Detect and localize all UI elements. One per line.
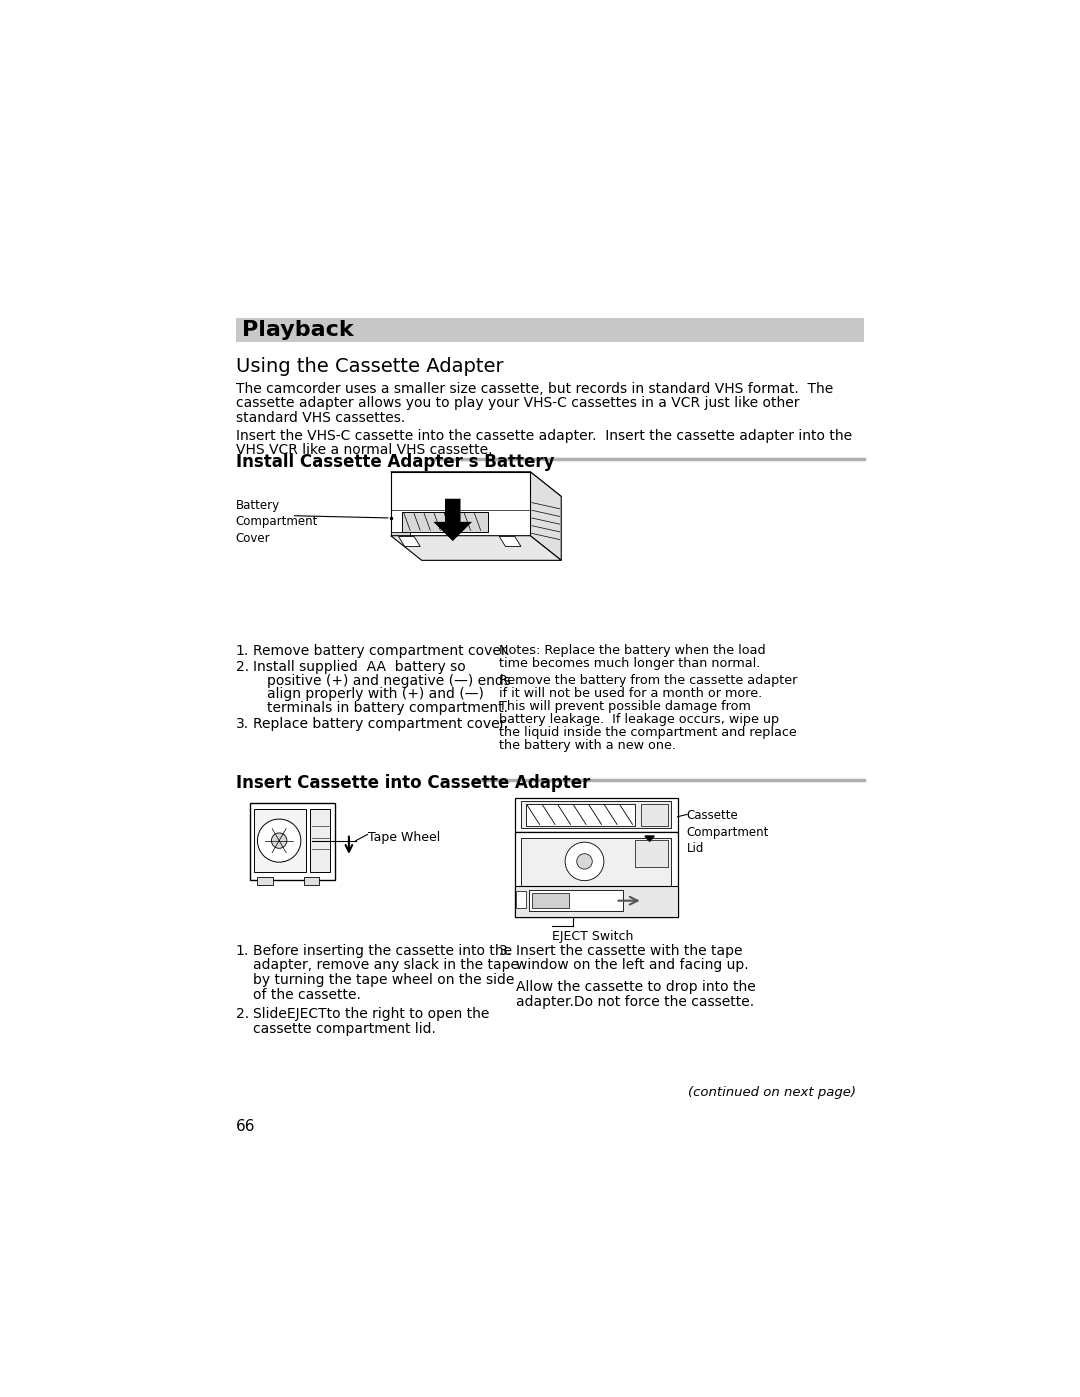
Polygon shape bbox=[391, 472, 530, 535]
Text: by turning the tape wheel on the side: by turning the tape wheel on the side bbox=[253, 974, 514, 988]
Polygon shape bbox=[255, 809, 306, 872]
Text: Insert the VHS-C cassette into the cassette adapter.  Insert the cassette adapte: Insert the VHS-C cassette into the casse… bbox=[235, 429, 852, 443]
Polygon shape bbox=[399, 536, 420, 546]
Text: (continued on next page): (continued on next page) bbox=[688, 1087, 855, 1099]
Circle shape bbox=[271, 833, 287, 848]
Text: VHS VCR like a normal VHS cassette.: VHS VCR like a normal VHS cassette. bbox=[235, 443, 492, 457]
Text: align properly with (+) and (—): align properly with (+) and (—) bbox=[267, 687, 484, 701]
Text: Battery
Compartment
Cover: Battery Compartment Cover bbox=[235, 499, 319, 545]
Text: of the cassette.: of the cassette. bbox=[253, 988, 361, 1002]
Text: Before inserting the cassette into the: Before inserting the cassette into the bbox=[253, 944, 512, 958]
Polygon shape bbox=[391, 535, 562, 560]
Text: positive (+) and negative (—) ends: positive (+) and negative (—) ends bbox=[267, 673, 511, 687]
Polygon shape bbox=[516, 891, 526, 908]
Circle shape bbox=[257, 819, 301, 862]
Circle shape bbox=[577, 854, 592, 869]
Polygon shape bbox=[257, 877, 273, 886]
Text: Insert Cassette into Cassette Adapter: Insert Cassette into Cassette Adapter bbox=[235, 774, 590, 792]
Polygon shape bbox=[530, 472, 562, 560]
Polygon shape bbox=[477, 474, 482, 479]
Text: 2.: 2. bbox=[235, 1007, 248, 1021]
Text: Remove battery compartment cover.: Remove battery compartment cover. bbox=[253, 644, 510, 658]
Text: 1.: 1. bbox=[235, 644, 249, 658]
Text: battery leakage.  If leakage occurs, wipe up: battery leakage. If leakage occurs, wipe… bbox=[499, 712, 780, 726]
Text: 1.: 1. bbox=[235, 944, 249, 958]
Text: adapter.Do not force the cassette.: adapter.Do not force the cassette. bbox=[516, 995, 755, 1009]
Text: Playback: Playback bbox=[242, 320, 353, 339]
Text: The camcorder uses a smaller size cassette, but records in standard VHS format. : The camcorder uses a smaller size casset… bbox=[235, 381, 833, 395]
Text: the battery with a new one.: the battery with a new one. bbox=[499, 739, 676, 752]
Text: terminals in battery compartment.: terminals in battery compartment. bbox=[267, 701, 508, 715]
Polygon shape bbox=[249, 803, 335, 880]
Text: the liquid inside the compartment and replace: the liquid inside the compartment and re… bbox=[499, 726, 797, 739]
Text: Tape Wheel: Tape Wheel bbox=[367, 831, 440, 844]
Text: Using the Cassette Adapter: Using the Cassette Adapter bbox=[235, 358, 503, 376]
Text: Insert the cassette with the tape: Insert the cassette with the tape bbox=[516, 944, 743, 958]
Text: EJECT Switch: EJECT Switch bbox=[552, 930, 633, 943]
Polygon shape bbox=[499, 536, 521, 546]
Polygon shape bbox=[529, 890, 623, 911]
Text: Notes: Replace the battery when the load: Notes: Replace the battery when the load bbox=[499, 644, 766, 657]
Text: Allow the cassette to drop into the: Allow the cassette to drop into the bbox=[516, 979, 756, 995]
Polygon shape bbox=[521, 838, 672, 886]
Polygon shape bbox=[391, 532, 410, 535]
Polygon shape bbox=[645, 835, 654, 841]
Polygon shape bbox=[414, 478, 529, 492]
Text: This will prevent possible damage from: This will prevent possible damage from bbox=[499, 700, 751, 712]
Polygon shape bbox=[515, 798, 677, 833]
Text: Replace battery compartment cover.: Replace battery compartment cover. bbox=[253, 718, 509, 732]
Polygon shape bbox=[406, 475, 542, 493]
Text: if it will not be used for a month or more.: if it will not be used for a month or mo… bbox=[499, 686, 762, 700]
Polygon shape bbox=[310, 809, 330, 872]
Text: window on the left and facing up.: window on the left and facing up. bbox=[516, 958, 748, 972]
Polygon shape bbox=[403, 511, 488, 532]
Polygon shape bbox=[303, 877, 320, 886]
Text: cassette adapter allows you to play your VHS-C cassettes in a VCR just like othe: cassette adapter allows you to play your… bbox=[235, 397, 799, 411]
Text: Install supplied  AA  battery so: Install supplied AA battery so bbox=[253, 659, 465, 673]
Text: SlideEJECTto the right to open the: SlideEJECTto the right to open the bbox=[253, 1007, 489, 1021]
Circle shape bbox=[565, 842, 604, 880]
Text: 66: 66 bbox=[235, 1119, 255, 1133]
Text: 3.: 3. bbox=[235, 718, 248, 732]
Polygon shape bbox=[391, 472, 562, 496]
Text: Install Cassette Adapter s Battery: Install Cassette Adapter s Battery bbox=[235, 453, 554, 471]
Text: standard VHS cassettes.: standard VHS cassettes. bbox=[235, 411, 405, 425]
Polygon shape bbox=[433, 499, 472, 541]
Text: time becomes much longer than normal.: time becomes much longer than normal. bbox=[499, 657, 760, 669]
Polygon shape bbox=[521, 802, 672, 828]
Polygon shape bbox=[526, 803, 635, 826]
Text: Remove the battery from the cassette adapter: Remove the battery from the cassette ada… bbox=[499, 673, 798, 686]
Text: Cassette
Compartment
Lid: Cassette Compartment Lid bbox=[687, 809, 769, 855]
Polygon shape bbox=[635, 840, 669, 866]
Text: 2.: 2. bbox=[235, 659, 248, 673]
Polygon shape bbox=[531, 893, 569, 908]
Text: adapter, remove any slack in the tape: adapter, remove any slack in the tape bbox=[253, 958, 518, 972]
Bar bbox=[235, 317, 864, 342]
Text: cassette compartment lid.: cassette compartment lid. bbox=[253, 1021, 435, 1035]
Polygon shape bbox=[515, 886, 677, 916]
Polygon shape bbox=[642, 803, 669, 826]
Polygon shape bbox=[515, 833, 677, 916]
Text: 3.: 3. bbox=[499, 944, 512, 958]
